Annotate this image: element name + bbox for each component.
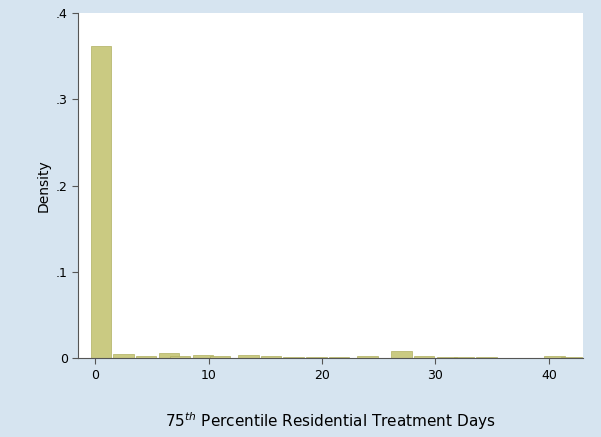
- Bar: [114, 354, 133, 358]
- Bar: [210, 356, 230, 358]
- Bar: [545, 356, 565, 358]
- Bar: [454, 357, 474, 358]
- Bar: [238, 355, 258, 358]
- Bar: [436, 357, 457, 358]
- Bar: [414, 356, 435, 358]
- Bar: [306, 357, 326, 358]
- Bar: [193, 355, 213, 358]
- Bar: [91, 46, 111, 358]
- Bar: [477, 357, 497, 358]
- Bar: [261, 356, 281, 358]
- Bar: [170, 356, 191, 358]
- Bar: [391, 351, 412, 358]
- Bar: [357, 356, 377, 358]
- Bar: [159, 353, 179, 358]
- Bar: [136, 356, 156, 358]
- Bar: [561, 357, 582, 358]
- Bar: [284, 357, 304, 358]
- Text: 75$^{th}$ Percentile Residential Treatment Days: 75$^{th}$ Percentile Residential Treatme…: [165, 410, 496, 432]
- Bar: [329, 357, 349, 358]
- Y-axis label: Density: Density: [36, 160, 50, 212]
